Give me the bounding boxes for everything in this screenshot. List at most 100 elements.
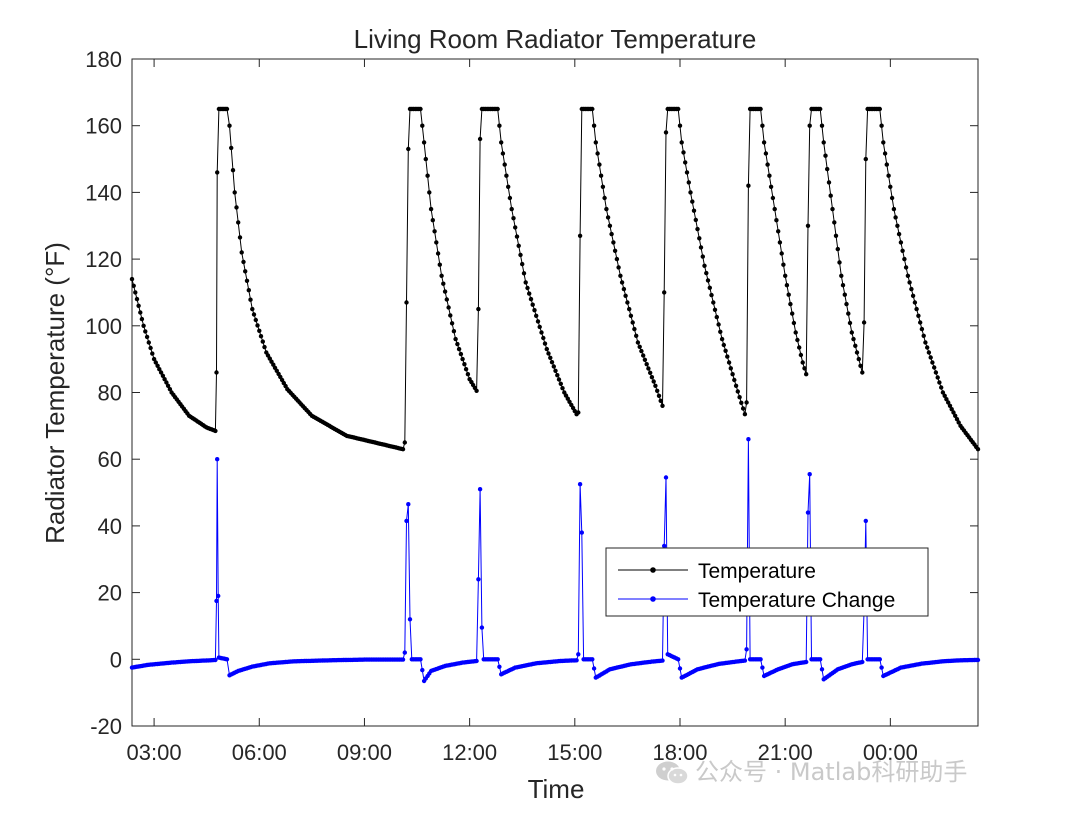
x-tick-label: 21:00 — [758, 740, 813, 765]
data-point — [542, 341, 548, 346]
data-point — [499, 140, 504, 145]
data-point — [602, 195, 607, 201]
data-point — [704, 270, 709, 276]
data-point — [882, 151, 888, 156]
data-point — [691, 208, 697, 213]
data-point — [693, 217, 698, 223]
data-point — [625, 300, 630, 305]
data-point — [784, 283, 790, 288]
data-point — [975, 447, 981, 452]
data-point — [737, 395, 742, 400]
data-point — [243, 269, 248, 274]
data-point — [257, 328, 262, 333]
data-point — [549, 360, 555, 365]
data-point — [930, 360, 935, 365]
data-point — [215, 457, 220, 462]
data-point — [788, 301, 793, 307]
data-point — [733, 383, 739, 388]
data-point — [534, 313, 539, 318]
data-point — [835, 246, 840, 252]
data-point — [246, 288, 251, 293]
data-point — [456, 346, 462, 352]
data-point — [842, 292, 847, 297]
data-point — [535, 319, 541, 324]
data-point — [805, 223, 811, 228]
data-point — [949, 407, 954, 412]
data-point — [609, 231, 614, 237]
data-point — [779, 251, 784, 256]
x-tick-label: 00:00 — [863, 740, 918, 765]
legend-label: Temperature — [698, 560, 816, 583]
data-point — [623, 293, 628, 298]
data-point — [607, 223, 613, 228]
data-point — [255, 323, 260, 328]
data-point — [597, 162, 602, 167]
data-point — [446, 305, 451, 310]
data-point — [902, 256, 907, 262]
data-point — [418, 106, 423, 112]
data-point — [916, 313, 921, 318]
data-point — [918, 320, 923, 325]
data-point — [797, 345, 802, 350]
data-point — [662, 543, 667, 549]
data-point — [451, 329, 457, 334]
data-point — [726, 360, 732, 365]
data-point — [921, 333, 926, 338]
data-point — [441, 281, 446, 286]
data-point — [516, 243, 521, 248]
data-point — [141, 323, 146, 328]
data-point — [896, 231, 902, 237]
data-point — [846, 311, 851, 316]
legend-item: Temperature Change — [618, 589, 895, 612]
data-point — [910, 293, 916, 298]
data-point — [604, 206, 609, 212]
data-point — [421, 140, 427, 145]
data-point — [695, 226, 700, 232]
data-point — [879, 665, 884, 670]
series-line — [131, 108, 979, 450]
data-point — [239, 250, 244, 255]
data-point — [646, 366, 651, 371]
data-point — [260, 339, 265, 344]
data-point — [236, 220, 241, 225]
data-point — [555, 373, 560, 378]
data-point — [849, 330, 854, 335]
legend-label: Temperature Change — [698, 589, 895, 612]
data-point — [677, 123, 683, 128]
data-point — [832, 220, 837, 225]
data-point — [167, 387, 173, 392]
y-tick-label: 160 — [85, 114, 122, 139]
data-point — [539, 330, 544, 335]
data-point — [744, 400, 749, 405]
data-point — [767, 173, 772, 178]
data-point — [532, 308, 537, 313]
data-point — [839, 273, 844, 278]
data-point — [912, 300, 918, 305]
data-point — [760, 123, 765, 128]
wechat-logo-icon — [656, 761, 689, 785]
plot-area: -20 0 20 40 60 80 100 120 140 160 180 03:00 06:00 09:… — [85, 47, 981, 765]
data-point — [528, 296, 534, 302]
data-point — [705, 278, 711, 283]
data-point — [150, 351, 155, 356]
axes-box — [131, 58, 979, 727]
data-point — [888, 184, 893, 189]
data-point — [975, 657, 981, 663]
data-point — [746, 437, 751, 442]
data-point — [660, 403, 665, 408]
data-point — [474, 388, 479, 393]
y-tick-label: 80 — [98, 381, 122, 406]
data-point — [889, 195, 895, 201]
data-point — [712, 307, 718, 312]
data-point — [434, 240, 439, 245]
legend-swatch-marker — [650, 596, 656, 602]
data-point — [676, 106, 681, 112]
data-point — [591, 123, 597, 128]
data-point — [844, 301, 849, 307]
data-point — [463, 367, 469, 372]
data-point — [800, 360, 805, 365]
data-point — [632, 326, 637, 332]
watermark: 公众号 · Matlab科研助手 — [655, 752, 967, 787]
data-point — [649, 375, 655, 380]
